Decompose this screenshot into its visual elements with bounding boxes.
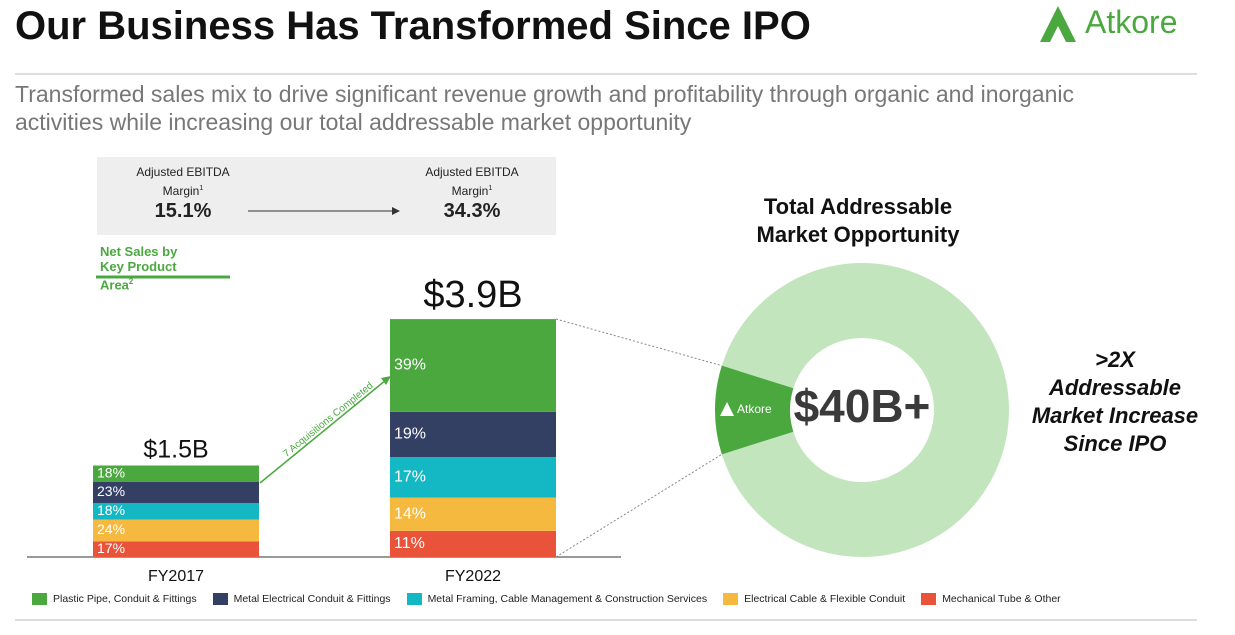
segment-label: 14% [394,505,426,522]
annotation-line: Addressable [1048,375,1182,400]
ebitda-arrowhead [392,207,400,215]
bar-segment [390,457,556,498]
segment-label: 23% [97,483,125,499]
title: Our Business Has Transformed Since IPO [15,4,811,48]
annotation-line: >2X [1095,347,1135,372]
chart-title: Net Sales by Key Product Area2 [100,244,200,292]
connector [555,318,722,367]
legend-item: Metal Electrical Conduit & Fittings [212,593,391,605]
footnote: 2 [128,277,134,286]
ebitda-label: Margin [451,184,489,198]
bar-segment [390,530,556,557]
segment-label: 19% [394,426,426,443]
legend-swatch [32,593,47,605]
bar-segment [390,411,556,458]
legend-label: Metal Electrical Conduit & Fittings [233,593,391,605]
ebitda-value: 34.3% [443,200,501,222]
segment-label: 11% [394,535,425,552]
legend-item: Metal Framing, Cable Management & Constr… [406,593,708,605]
acquisition-label: 7 Acquisitions Completed [281,380,375,459]
legend-label: Plastic Pipe, Conduit & Fittings [53,593,197,605]
ebitda-label: Margin1 [397,180,547,199]
bar-segment [390,497,556,531]
footnote: 1 [488,183,493,192]
legend-swatch [212,593,228,605]
connector [555,453,723,558]
segment-label: 18% [97,464,125,480]
donut-title: Total Addressable Market Opportunity [708,193,1008,249]
slice-label: Atkore [737,402,772,416]
ebitda-value: 15.1% [154,200,212,222]
legend-swatch [723,593,739,605]
donut-slice [714,365,794,455]
ebitda-before: Adjusted EBITDA Margin1 15.1% [108,165,258,223]
ebitda-label: Adjusted EBITDA [425,165,519,179]
total-label: $1.5B [143,436,208,464]
x-tick-label: FY2017 [148,568,204,585]
ebitda-label: Margin [162,184,200,198]
donut-title-line: Total Addressable [763,194,953,219]
logo-icon [1040,6,1076,42]
slice-logo-icon [720,402,734,416]
segment-label: 24% [97,521,125,537]
bar-segment [390,319,556,412]
legend-label: Electrical Cable & Flexible Conduit [744,593,906,605]
legend-item: Electrical Cable & Flexible Conduit [723,593,905,605]
legend-item: Plastic Pipe, Conduit & Fittings [32,593,197,605]
segment-label: 17% [394,469,426,486]
bar-segment [93,541,259,557]
bar-segment [93,519,259,542]
donut-title-line: Market Opportunity [756,222,960,247]
legend-label: Mechanical Tube & Other [942,593,1061,605]
annotation-line: Market Increase [1031,403,1199,428]
bar-segment [93,481,259,504]
acquisition-arrowhead [381,376,391,385]
legend-swatch [406,593,422,605]
logo-icon-cut [1050,26,1066,42]
footnote: 1 [199,183,204,192]
legend: Plastic Pipe, Conduit & Fittings Metal El… [32,593,1061,605]
bar-segment [93,465,259,482]
chart-title-text: Net Sales by Key Product Area [100,244,178,293]
ebitda-box [97,157,556,235]
annotation-line: Since IPO [1063,431,1167,456]
logo-text: Atkore [1085,4,1178,40]
ebitda-label: Margin1 [108,180,258,199]
ebitda-label: Adjusted EBITDA [136,165,230,179]
acquisition-arrow [259,379,387,484]
legend-item: Mechanical Tube & Other [921,593,1061,605]
segment-label: 18% [97,502,125,518]
donut-center-label: $40B+ [794,380,931,432]
legend-label: Metal Framing, Cable Management & Constr… [427,593,708,605]
x-tick-label: FY2022 [445,568,501,585]
legend-swatch [921,593,937,605]
ebitda-after: Adjusted EBITDA Margin1 34.3% [397,165,547,223]
donut-annotation: >2X Addressable Market Increase Since IPO [1010,346,1220,458]
segment-label: 39% [394,357,426,374]
bar-segment [93,503,259,520]
total-label: $3.9B [423,274,522,316]
segment-label: 17% [97,540,125,556]
subtitle: Transformed sales mix to drive significa… [15,81,1074,135]
